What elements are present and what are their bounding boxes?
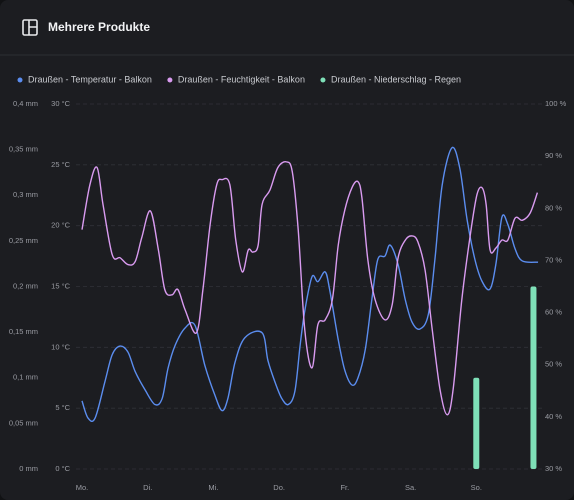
x-tick-label: Fr.: [340, 483, 349, 492]
y-tick-label: 10 °C: [51, 342, 70, 351]
x-tick-label: Mo.: [76, 483, 89, 492]
x-tick-label: So.: [471, 483, 482, 492]
y2-tick-label: 70 %: [545, 255, 562, 264]
legend-label: Draußen - Feuchtigkeit - Balkon: [178, 74, 305, 84]
legend-dot: [167, 77, 173, 83]
y-tick-label: 15 °C: [51, 281, 70, 290]
y3-tick-label: 0,4 mm: [13, 99, 38, 108]
legend-label: Draußen - Temperatur - Balkon: [28, 74, 152, 84]
bar: [473, 377, 480, 469]
y2-tick-label: 40 %: [545, 412, 562, 421]
y2-tick-label: 50 %: [545, 360, 562, 369]
y2-tick-label: 60 %: [545, 308, 562, 317]
line: [81, 146, 539, 423]
y2-tick-label: 80 %: [545, 203, 562, 212]
x-tick-label: Sa.: [405, 483, 416, 492]
x-tick-label: Do.: [273, 483, 285, 492]
x-tick-label: Di.: [143, 483, 152, 492]
y3-tick-label: 0,15 mm: [9, 327, 38, 336]
line: [81, 161, 539, 416]
y2-tick-label: 30 %: [545, 464, 562, 473]
header-icon: [22, 19, 38, 36]
legend-label: Draußen - Niederschlag - Regen: [331, 74, 461, 84]
y3-tick-label: 0,1 mm: [13, 373, 38, 382]
y-tick-label: 25 °C: [51, 160, 70, 169]
y3-tick-label: 0,25 mm: [9, 236, 38, 245]
legend-dot: [17, 77, 23, 83]
y3-tick-label: 0 mm: [19, 464, 38, 473]
y2-tick-label: 90 %: [545, 151, 562, 160]
y-tick-label: 5 °C: [55, 403, 70, 412]
y2-tick-label: 100 %: [545, 99, 567, 108]
header-title: Mehrere Produkte: [48, 20, 150, 34]
y3-tick-label: 0,2 mm: [13, 281, 38, 290]
y3-tick-label: 0,35 mm: [9, 145, 38, 154]
bar: [530, 286, 537, 469]
y3-tick-label: 0,05 mm: [9, 418, 38, 427]
y-tick-label: 0 °C: [55, 464, 70, 473]
y-tick-label: 30 °C: [51, 99, 70, 108]
legend-dot: [320, 77, 326, 83]
y3-tick-label: 0,3 mm: [13, 190, 38, 199]
x-tick-label: Mi.: [208, 483, 218, 492]
y-tick-label: 20 °C: [51, 221, 70, 230]
